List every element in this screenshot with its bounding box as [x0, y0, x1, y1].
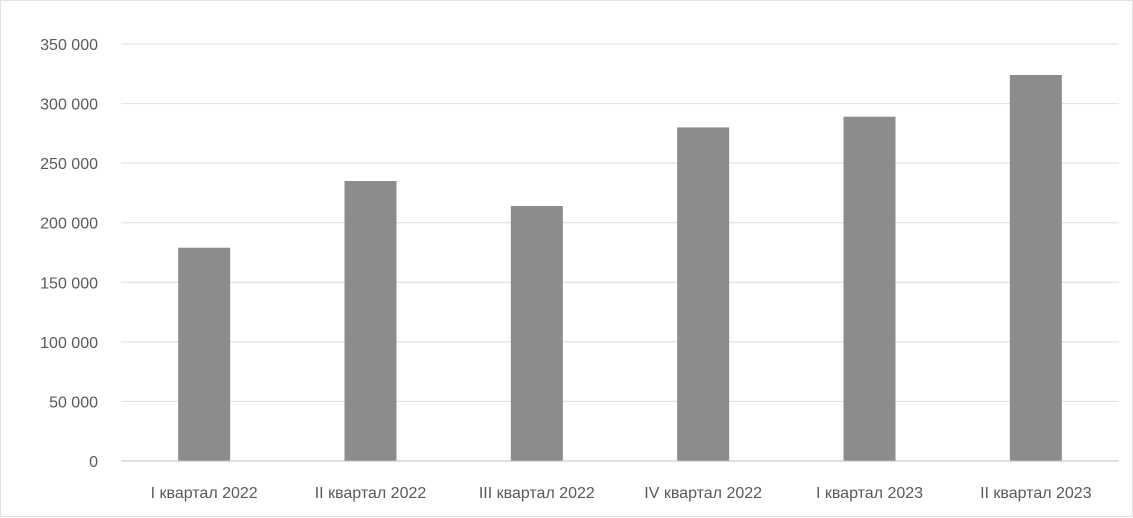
x-category-label: IV квартал 2022 — [644, 485, 762, 502]
y-tick-label: 50 000 — [49, 394, 98, 411]
x-category-label: I квартал 2022 — [151, 485, 258, 502]
bar — [677, 127, 730, 462]
bar — [843, 116, 896, 462]
bar — [178, 247, 231, 461]
y-axis-tick-labels: 0 50 000 100 000 150 000 200 000 250 000 300 0… — [40, 37, 98, 471]
y-tick-label: 100 000 — [40, 335, 98, 352]
x-category-label: I квартал 2023 — [816, 485, 923, 502]
x-category-label: III квартал 2022 — [479, 485, 595, 502]
y-tick-label: 150 000 — [40, 275, 98, 292]
x-category-label: II квартал 2023 — [980, 485, 1092, 502]
bar — [344, 181, 397, 461]
y-tick-label: 0 — [89, 454, 98, 471]
y-tick-label: 350 000 — [40, 37, 98, 54]
x-category-label: II квартал 2022 — [315, 485, 427, 502]
bar — [510, 206, 563, 461]
gridlines — [121, 43, 1119, 402]
bars — [178, 74, 1062, 462]
y-tick-label: 200 000 — [40, 216, 98, 233]
bar — [1009, 74, 1062, 461]
y-tick-label: 300 000 — [40, 97, 98, 114]
y-tick-label: 250 000 — [40, 156, 98, 173]
x-axis-category-labels: I квартал 2022 II квартал 2022 III квартал… — [151, 485, 1092, 502]
